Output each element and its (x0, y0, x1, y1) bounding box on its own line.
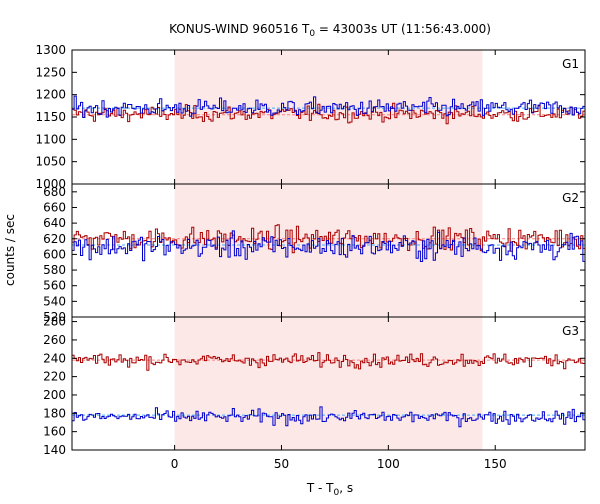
y-tick-label: 240 (43, 351, 66, 365)
y-tick-label: 540 (43, 294, 66, 308)
y-tick-label: 520 (43, 310, 66, 324)
y-tick-label: 1300 (35, 43, 66, 57)
x-axis-label: T - T0, s (306, 481, 353, 498)
x-tick-label: 100 (377, 457, 400, 471)
y-tick-label: 1100 (35, 132, 66, 146)
series-blue-g1 (72, 95, 585, 118)
x-tick-label: 0 (171, 457, 179, 471)
y-tick-label: 560 (43, 279, 66, 293)
panel-frame-g3 (71, 316, 586, 451)
y-tick-label: 1150 (35, 110, 66, 124)
y-tick-label: 1200 (35, 88, 66, 102)
highlight-band-g3 (174, 317, 483, 450)
x-tick-label: 150 (484, 457, 507, 471)
panel-label-g3: G3 (562, 324, 579, 338)
y-tick-label: 680 (43, 185, 66, 199)
x-tick-label: 50 (274, 457, 289, 471)
series-red-g1 (72, 102, 585, 125)
y-tick-label: 160 (43, 425, 66, 439)
series-red-g3 (72, 352, 585, 371)
y-tick-label: 260 (43, 333, 66, 347)
panel-label-g1: G1 (562, 57, 579, 71)
y-tick-label: 660 (43, 200, 66, 214)
y-tick-label: 1250 (35, 65, 66, 79)
y-tick-label: 200 (43, 388, 66, 402)
y-tick-label: 1000 (35, 177, 66, 191)
y-tick-label: 180 (43, 406, 66, 420)
chart-title: KONUS-WIND 960516 T0 = 43003s UT (11:56:… (169, 22, 491, 39)
series-red-g2 (72, 224, 585, 254)
panel-label-g2: G2 (562, 191, 579, 205)
series-blue-g2 (72, 230, 585, 262)
y-tick-label: 220 (43, 370, 66, 384)
y-tick-label: 580 (43, 263, 66, 277)
highlight-band-g2 (174, 184, 483, 317)
series-blue-g3 (72, 406, 585, 428)
plot-layer: 1000105011001150120012501300G15205405605… (35, 43, 586, 471)
y-tick-label: 140 (43, 443, 66, 457)
y-tick-label: 620 (43, 232, 66, 246)
y-tick-label: 640 (43, 216, 66, 230)
y-tick-label: 600 (43, 247, 66, 261)
y-axis-label: counts / sec (3, 214, 17, 286)
y-tick-label: 1050 (35, 155, 66, 169)
y-tick-label: 280 (43, 315, 66, 329)
